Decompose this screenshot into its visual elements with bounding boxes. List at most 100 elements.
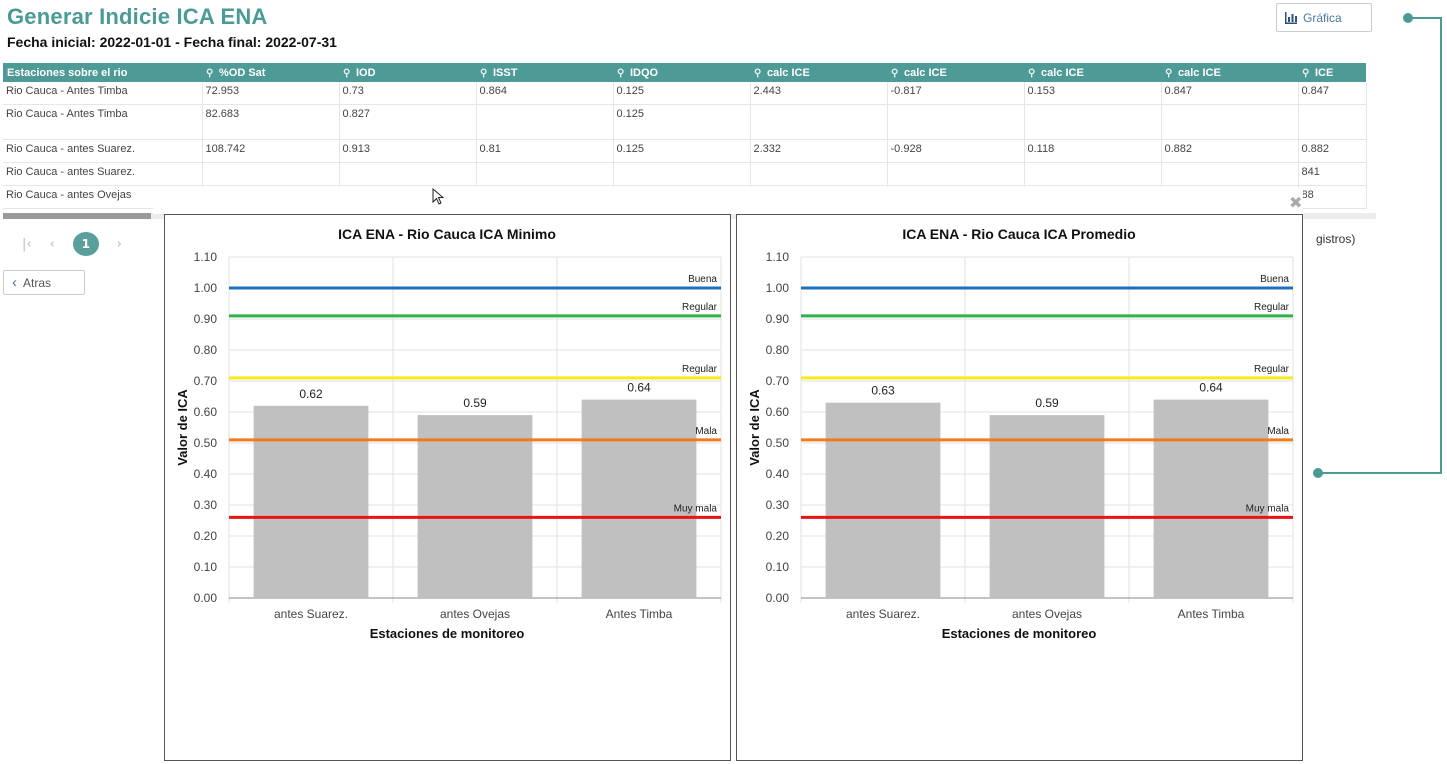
connector-dot — [1313, 468, 1323, 478]
table-cell: 0.125 — [613, 104, 751, 140]
table-cell: 0.882 — [1161, 139, 1299, 163]
filter-icon[interactable]: ⚲ — [1165, 67, 1173, 79]
y-tick-label: 0.20 — [766, 529, 790, 543]
column-header-label: Estaciones sobre el rio — [7, 66, 128, 79]
y-tick-label: 0.00 — [194, 591, 218, 605]
y-tick-label: 1.10 — [766, 250, 790, 264]
column-header[interactable]: ⚲ IOD — [339, 63, 476, 82]
filter-icon[interactable]: ⚲ — [1302, 67, 1310, 79]
table-cell — [476, 162, 614, 186]
data-label: 0.59 — [463, 396, 487, 410]
connector-line — [1440, 17, 1442, 474]
table-row[interactable]: Rio Cauca - antes Suarez. 841 — [3, 162, 1367, 186]
data-label: 0.59 — [1035, 396, 1059, 410]
connector-dot — [1403, 13, 1413, 23]
x-axis-title: Estaciones de monitoreo — [942, 626, 1097, 641]
column-header-label: IDQO — [630, 66, 659, 79]
bar — [1153, 399, 1269, 598]
data-label: 0.64 — [627, 381, 651, 395]
back-button-label: Atras — [23, 275, 52, 290]
table-row[interactable]: Rio Cauca - antes Suarez. 108.742 0.913 0.8… — [3, 139, 1367, 163]
table-cell: 0.913 — [339, 139, 477, 163]
y-axis-title: Valor de ICA — [175, 389, 190, 466]
column-header[interactable]: ⚲ calc ICE — [750, 63, 887, 82]
column-header-label: ISST — [493, 66, 518, 79]
table-cell: 0.153 — [1024, 82, 1162, 105]
close-icon[interactable]: ✖ — [1289, 193, 1303, 212]
y-tick-label: 1.00 — [194, 281, 218, 295]
y-tick-label: 0.70 — [194, 374, 218, 388]
table-cell: -0.928 — [887, 139, 1025, 163]
filter-icon[interactable]: ⚲ — [480, 67, 488, 79]
reference-line-label: Regular — [682, 364, 718, 375]
column-header[interactable]: ⚲ ISST — [476, 63, 613, 82]
table-cell — [887, 104, 1025, 140]
column-header[interactable]: ⚲ calc ICE — [1161, 63, 1298, 82]
table-row[interactable]: Rio Cauca - Antes Timba 72.953 0.73 0.864 0.… — [3, 82, 1367, 105]
table-cell — [1161, 162, 1299, 186]
table-cell: 0.882 — [1298, 139, 1367, 163]
table-cell — [1024, 162, 1162, 186]
table-cell: 0.118 — [1024, 139, 1162, 163]
x-tick-label: antes Suarez. — [274, 607, 348, 621]
x-axis-title: Estaciones de monitoreo — [370, 626, 525, 641]
column-header[interactable]: ⚲ calc ICE — [887, 63, 1024, 82]
chevron-left-icon: ‹ — [12, 274, 17, 291]
reference-line-label: Mala — [1267, 426, 1289, 437]
column-header[interactable]: ⚲ %OD Sat — [202, 63, 339, 82]
table-cell — [613, 162, 751, 186]
column-header[interactable]: ⚲ calc ICE — [1024, 63, 1161, 82]
table-cell: 841 — [1298, 162, 1367, 186]
table-cell — [1024, 104, 1162, 140]
data-label: 0.64 — [1199, 381, 1223, 395]
table-cell — [476, 104, 614, 140]
connector-line — [1320, 472, 1441, 474]
chart-ica-minimo: ICA ENA - Rio Cauca ICA Minimo 0.00 0.10 0.… — [175, 226, 722, 641]
y-axis-title: Valor de ICA — [747, 389, 762, 466]
filter-icon[interactable]: ⚲ — [206, 67, 214, 79]
bar — [989, 415, 1105, 598]
back-button[interactable]: ‹ Atras — [3, 270, 85, 295]
scrollbar-thumb[interactable] — [3, 213, 151, 219]
table-cell: 72.953 — [202, 82, 340, 105]
y-tick-label: 0.90 — [194, 312, 218, 326]
table-cell: 0.81 — [476, 139, 614, 163]
column-header[interactable]: ⚲ ICE — [1298, 63, 1366, 82]
grafica-button[interactable]: Gráfica — [1276, 3, 1372, 32]
table-cell: 0.125 — [613, 139, 751, 163]
column-header[interactable]: Estaciones sobre el rio — [3, 63, 202, 82]
table-cell — [750, 104, 888, 140]
connector-line — [1408, 17, 1441, 19]
first-page-icon[interactable]: |‹ — [22, 236, 32, 252]
table-cell: 0.847 — [1298, 82, 1367, 105]
table-cell: 0.864 — [476, 82, 614, 105]
y-tick-label: 0.50 — [766, 436, 790, 450]
column-header-label: calc ICE — [767, 66, 810, 79]
filter-icon[interactable]: ⚲ — [891, 67, 899, 79]
next-page-icon[interactable]: › — [116, 236, 122, 252]
table-cell: 0.73 — [339, 82, 477, 105]
y-tick-label: 0.90 — [766, 312, 790, 326]
y-tick-label: 0.00 — [766, 591, 790, 605]
x-tick-label: Antes Timba — [1178, 607, 1245, 621]
column-header-label: %OD Sat — [219, 66, 266, 79]
reference-line-label: Buena — [688, 274, 717, 285]
reference-line-label: Regular — [682, 302, 718, 313]
y-tick-label: 0.30 — [194, 498, 218, 512]
table-cell: 82.683 — [202, 104, 340, 140]
page-1-button[interactable]: 1 — [72, 232, 99, 256]
table-row[interactable]: Rio Cauca - Antes Timba 82.683 0.827 0.125 — [3, 104, 1367, 140]
table-cell: 0.847 — [1161, 82, 1299, 105]
table-cell: Rio Cauca - Antes Timba — [3, 104, 203, 140]
column-header[interactable]: ⚲ IDQO — [613, 63, 750, 82]
table-cell: -0.817 — [887, 82, 1025, 105]
chart-ica-promedio: ICA ENA - Rio Cauca ICA Promedio 0.00 0.10… — [747, 226, 1294, 641]
filter-icon[interactable]: ⚲ — [754, 67, 762, 79]
x-tick-label: Antes Timba — [606, 607, 673, 621]
table-cell: Rio Cauca - antes Suarez. — [3, 139, 203, 163]
prev-page-icon[interactable]: ‹ — [49, 236, 55, 252]
filter-icon[interactable]: ⚲ — [617, 67, 625, 79]
filter-icon[interactable]: ⚲ — [1028, 67, 1036, 79]
column-header-label: IOD — [356, 66, 376, 79]
filter-icon[interactable]: ⚲ — [343, 67, 351, 79]
